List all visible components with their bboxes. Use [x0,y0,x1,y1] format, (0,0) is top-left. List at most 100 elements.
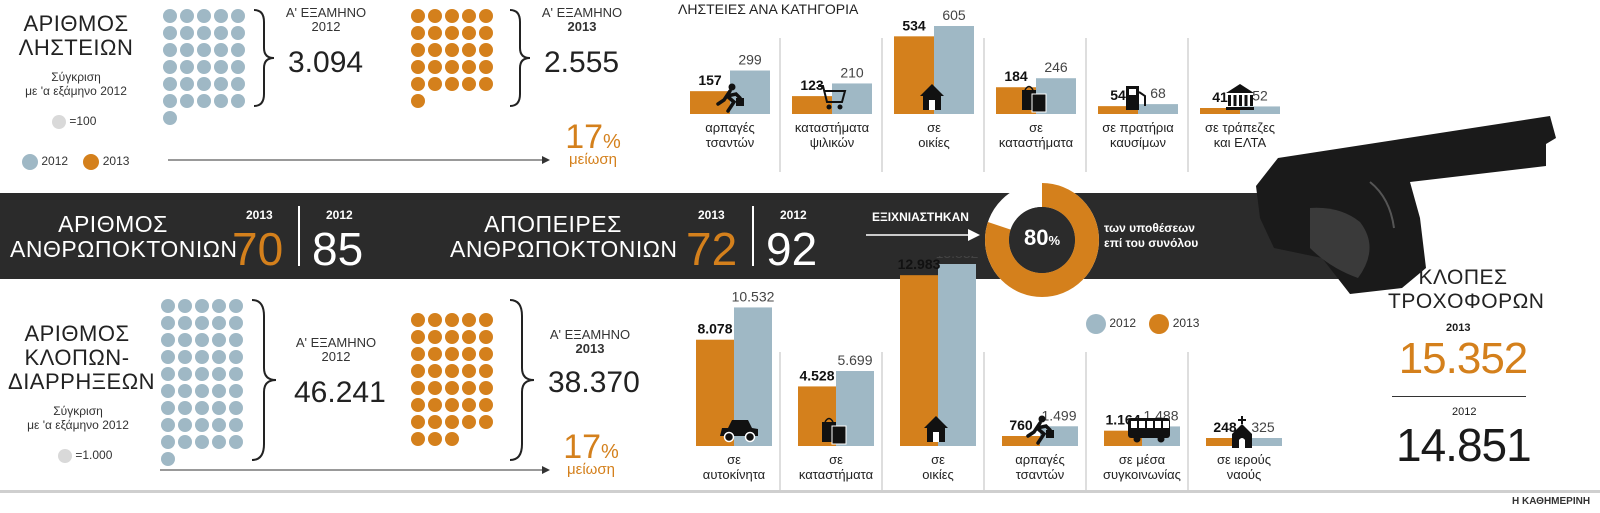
vehicle-thefts-year-2012: 2012 [1452,406,1477,418]
solved-arrow [866,229,980,241]
period-line1: Α' ΕΞΑΜΗΝΟ [541,5,623,20]
data-label-2013: 157 [698,72,722,88]
unit-dot [229,299,243,313]
unit-dot [180,43,194,57]
unit-dot [212,299,226,313]
homicides-band [0,193,1400,279]
unit-dot [479,313,493,327]
donut-solved-arc [985,183,1099,297]
bar-2013 [1200,108,1240,114]
data-label-2013: 8.078 [697,321,732,337]
unit-dot [180,77,194,91]
category-label: σε [927,120,941,135]
unit-dot [178,316,192,330]
unit-dot [462,9,476,23]
unit-dot [462,26,476,40]
unit-dot [163,77,177,91]
unit-dot [180,9,194,23]
bar-2013 [792,96,832,114]
bar-2013 [900,275,938,446]
solved-cases-donut [985,183,1099,297]
unit-dot [195,367,209,381]
vehicle-thefts-title-line2: ΤΡΟΧΟΦΟΡΩΝ [1388,290,1545,313]
compare-line1: Σύγκριση [51,70,101,84]
unit-dot [197,43,211,57]
unit-dot [163,43,177,57]
category-label: αυτοκίνητα [703,467,766,482]
unit-dot [462,398,476,412]
unit-dot [411,415,425,429]
dot-unit-icon [52,114,66,129]
unit-dot [214,60,228,74]
unit-dot [411,9,425,23]
homicides-title-line2: ΑΝΘΡΩΠΟΚΤΟΝΙΩΝ [10,236,238,262]
robberies-period-2012: Α' ΕΞΑΜΗΝΟ 2012 [276,6,376,34]
unit-dot [195,435,209,449]
unit-dot [411,364,425,378]
period-line1: Α' ΕΞΑΜΗΝΟ [285,5,367,20]
robberies-period-2013: Α' ΕΞΑΜΗΝΟ 2013 [532,6,632,34]
unit-dot [229,384,243,398]
unit-dot [411,347,425,361]
unit-dot [231,9,245,23]
dot-unit-label: =1.000 [75,448,113,462]
unit-dot [479,381,493,395]
period-line2: 2012 [321,349,351,364]
burglaries-change-pct: 17% [556,428,626,467]
homicides-year-2012: 2012 [326,208,353,222]
unit-dot [411,26,425,40]
data-label-2013: 123 [800,77,824,93]
period-line2: 2013 [575,341,605,356]
unit-dot [445,313,459,327]
unit-dot [479,347,493,361]
credit: Η ΚΑΘΗΜΕΡΙΝΗ [1512,496,1591,507]
unit-dot [428,398,442,412]
unit-dot [462,313,476,327]
category-label: σε [829,452,843,467]
data-label-2013: 4.528 [799,367,834,383]
unit-dot [229,435,243,449]
category-label: σε [727,452,741,467]
category-label: οικίες [918,135,950,150]
unit-dot [212,333,226,347]
burglaries-change-label: μείωση [567,461,615,478]
unit-dot [229,350,243,364]
unit-dot [445,364,459,378]
burglaries-title: ΑΡΙΘΜΟΣ ΚΛΟΠΩΝ- ΔΙΑΡΡΗΞΕΩΝ [8,322,155,394]
vehicle-thefts-year-2013: 2013 [1446,322,1471,334]
burglaries-dots-2012 [161,299,243,466]
bar-2013 [1002,436,1040,446]
bar-2012 [1240,106,1280,114]
unit-dot [231,60,245,74]
legend-2012-label: 2012 [41,154,69,169]
solved-pct-sign: % [1048,233,1061,248]
unit-dot [445,43,459,57]
gun-and-hand-icon [1256,116,1556,294]
data-label-2012: 10.532 [732,288,775,304]
unit-dot [428,77,442,91]
unit-dot [479,77,493,91]
unit-dot [462,415,476,429]
mid-legend-2013-label: 2013 [1172,316,1200,331]
data-label-2012: 1.499 [1041,407,1076,423]
robberies-dot-unit: =100 [52,114,96,129]
running-thief-icon [1026,415,1054,445]
burglaries-compare-note: Σύγκριση με 'α εξάμηνο 2012 [8,404,148,432]
attempted-title-line2: ΑΝΘΡΩΠΟΚΤΟΝΙΩΝ [450,236,678,262]
unit-dot [197,77,211,91]
mid-legend-2012-label: 2012 [1109,316,1137,331]
solved-pct-value: 80 [1023,225,1049,250]
robberies-compare-note: Σύγκριση με 'α εξάμηνο 2012 [10,70,142,98]
unit-dot [195,418,209,432]
unit-dot [161,452,175,466]
bar-2012 [938,264,976,446]
robberies-title-line1: ΑΡΙΘΜΟΣ [23,11,129,36]
unit-dot [462,43,476,57]
burglaries-dot-unit: =1.000 [58,448,112,463]
unit-dot [178,299,192,313]
category-label: σε μέσα [1119,452,1166,467]
category-label: σε ιερούς [1217,452,1271,467]
attempted-value-2013: 72 [686,223,738,275]
unit-dot [462,330,476,344]
pct-value: 17 [563,428,602,466]
